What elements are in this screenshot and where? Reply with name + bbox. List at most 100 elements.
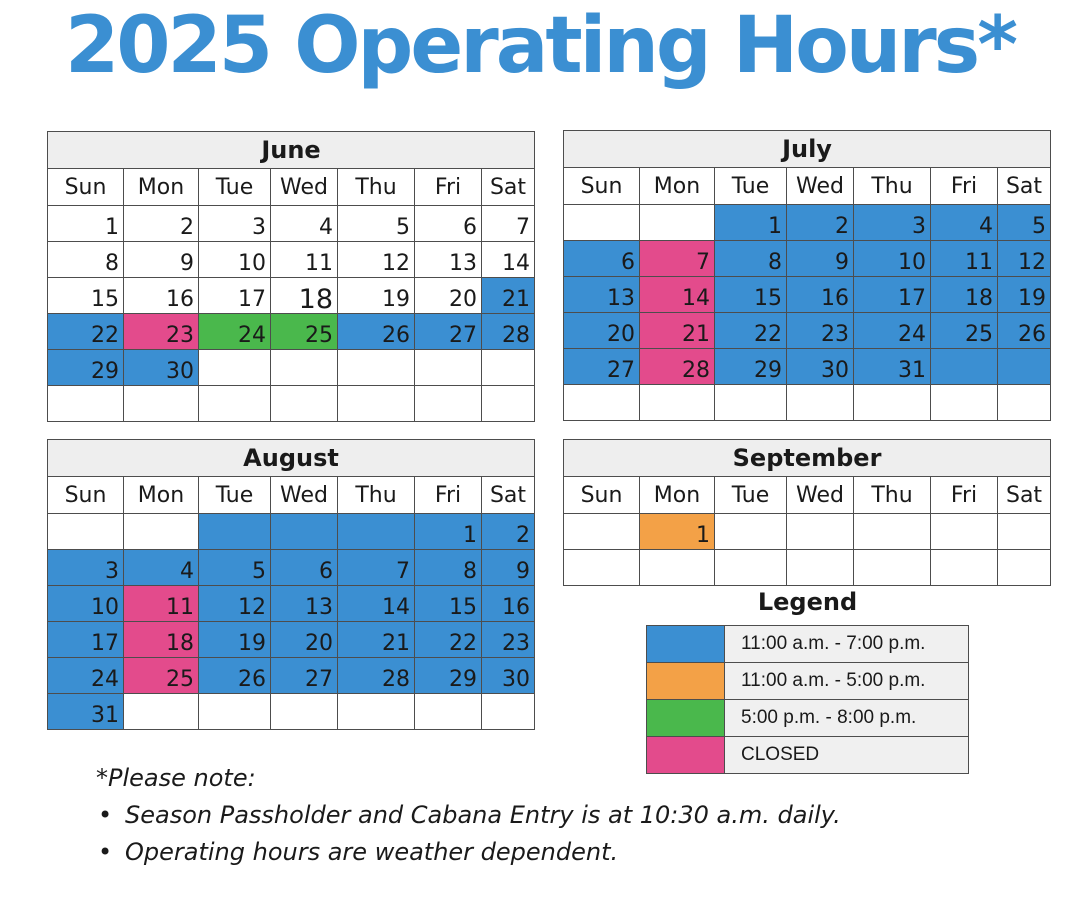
day-cell: 25 [270, 313, 338, 350]
weekday-header: Mon [123, 476, 199, 514]
weekday-header: Sat [481, 476, 535, 514]
day-cell: 29 [414, 657, 482, 694]
day-cell: 20 [270, 621, 338, 658]
day-cell: 5 [198, 549, 271, 586]
day-cell: 12 [337, 241, 415, 278]
day-cell: 3 [47, 549, 124, 586]
note-text: Operating hours are weather dependent. [125, 838, 619, 866]
day-cell: 21 [337, 621, 415, 658]
weekday-header: Mon [639, 167, 715, 205]
day-cell: 26 [337, 313, 415, 350]
weekday-header: Tue [198, 168, 271, 206]
day-cell: 1 [714, 204, 787, 241]
day-cell: 2 [481, 513, 535, 550]
day-cell [270, 385, 338, 422]
day-cell: 15 [47, 277, 124, 314]
weekday-header: Sun [563, 167, 640, 205]
bullet-icon: • [98, 838, 113, 866]
day-cell [930, 549, 998, 586]
day-cell [270, 349, 338, 386]
month-name: September [562, 439, 1052, 477]
week-row: 24 25 26 27 28 29 30 [47, 657, 535, 694]
day-cell: 10 [47, 585, 124, 622]
day-cell: 13 [414, 241, 482, 278]
day-cell [714, 549, 787, 586]
day-cell: 3 [198, 205, 271, 242]
day-cell: 30 [481, 657, 535, 694]
legend-swatch-blue [646, 625, 725, 663]
day-cell [47, 513, 124, 550]
day-cell: 14 [337, 585, 415, 622]
day-cell [714, 513, 787, 550]
day-cell [270, 693, 338, 730]
day-cell [123, 385, 199, 422]
day-cell: 28 [639, 348, 715, 385]
day-cell: 24 [198, 313, 271, 350]
week-row: 6 7 8 9 10 11 12 [563, 240, 1052, 277]
page-title: 2025 Operating Hours* [64, 1, 1018, 91]
day-cell: 9 [123, 241, 199, 278]
weekday-header: Tue [198, 476, 271, 514]
day-cell: 16 [786, 276, 854, 313]
legend-item: 11:00 a.m. - 7:00 p.m. [646, 625, 969, 663]
day-cell: 26 [198, 657, 271, 694]
day-cell: 12 [996, 240, 1052, 277]
day-cell: 8 [714, 240, 787, 277]
day-cell: 2 [786, 204, 854, 241]
day-cell [853, 549, 931, 586]
day-cell: 27 [270, 657, 338, 694]
day-cell: 25 [123, 657, 199, 694]
day-cell: 30 [123, 349, 199, 386]
weekday-header: Thu [337, 476, 415, 514]
day-cell [853, 384, 931, 421]
day-cell: 11 [270, 241, 338, 278]
day-cell: 17 [853, 276, 931, 313]
day-cell: 4 [123, 549, 199, 586]
day-cell: 8 [47, 241, 124, 278]
weekday-header: Wed [270, 476, 338, 514]
day-cell [639, 204, 715, 241]
day-cell: 1 [414, 513, 482, 550]
legend-label: 11:00 a.m. - 7:00 p.m. [724, 625, 969, 663]
day-cell: 22 [414, 621, 482, 658]
weekday-header: Thu [853, 476, 931, 514]
day-cell: 15 [714, 276, 787, 313]
legend-item: 5:00 p.m. - 8:00 p.m. [646, 699, 969, 737]
day-cell: 6 [270, 549, 338, 586]
day-cell: 18 [123, 621, 199, 658]
weekday-header: Tue [714, 167, 787, 205]
calendar-september: September Sun Mon Tue Wed Thu Fri Sat 1 [562, 439, 1052, 586]
day-cell [337, 385, 415, 422]
day-cell [198, 513, 271, 550]
day-cell: 6 [414, 205, 482, 242]
weekday-header: Tue [714, 476, 787, 514]
day-cell: 11 [930, 240, 998, 277]
day-cell: 19 [996, 276, 1052, 313]
day-cell: 20 [414, 277, 482, 314]
day-cell: 24 [47, 657, 124, 694]
day-cell: 29 [714, 348, 787, 385]
day-cell: 19 [337, 277, 415, 314]
day-cell: 30 [786, 348, 854, 385]
day-cell: 31 [47, 693, 124, 730]
day-cell: 6 [563, 240, 640, 277]
day-cell: 28 [337, 657, 415, 694]
notes: *Please note: • Season Passholder and Ca… [96, 760, 996, 871]
note-item: • Operating hours are weather dependent. [96, 834, 996, 871]
day-cell: 18 [270, 277, 338, 314]
weekday-header: Mon [123, 168, 199, 206]
day-cell: 8 [414, 549, 482, 586]
day-cell [996, 549, 1052, 586]
month-name: June [46, 131, 536, 169]
day-cell: 9 [481, 549, 535, 586]
note-item: • Season Passholder and Cabana Entry is … [96, 797, 996, 834]
day-cell [853, 513, 931, 550]
day-cell: 16 [123, 277, 199, 314]
legend: 11:00 a.m. - 7:00 p.m. 11:00 a.m. - 5:00… [646, 625, 969, 774]
notes-heading: *Please note: [96, 764, 256, 792]
day-cell: 4 [930, 204, 998, 241]
weekday-header: Sun [47, 476, 124, 514]
day-cell: 16 [481, 585, 535, 622]
